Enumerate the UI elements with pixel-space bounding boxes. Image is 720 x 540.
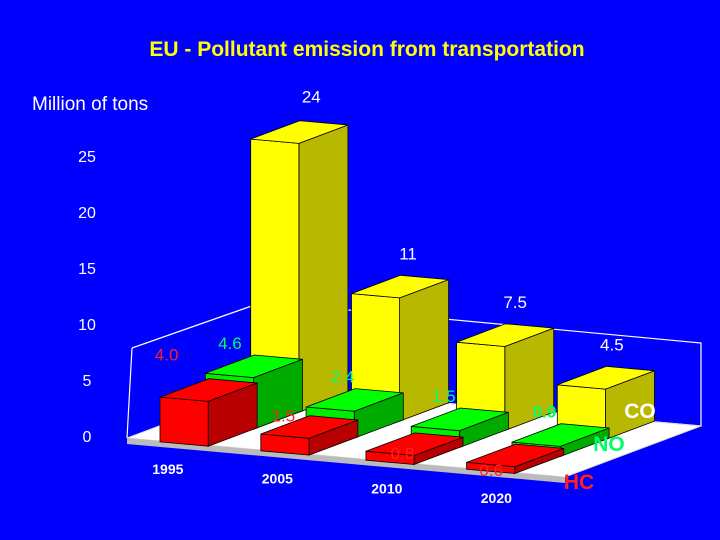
- y-tick-label: 5: [83, 373, 92, 390]
- data-label-hc: 4.0: [155, 346, 179, 365]
- data-label-co: 4.5: [600, 335, 624, 354]
- bar-top-face: [365, 432, 464, 456]
- data-label-hc: 1.5: [272, 407, 296, 426]
- x-tick-label: 2010: [371, 480, 402, 496]
- bar-series-group: [159, 120, 655, 475]
- bar-top-face: [511, 423, 610, 447]
- data-label-co: 11: [399, 244, 417, 263]
- data-label-no: 0.9: [533, 403, 557, 422]
- data-label-no: 2.4: [331, 368, 355, 387]
- data-label-co: 24: [302, 88, 321, 107]
- bar-co-2005: [351, 274, 450, 422]
- data-label-hc: 0.6: [479, 461, 503, 480]
- data-label-co: 7.5: [503, 293, 527, 312]
- data-label-hc: 0.8: [391, 444, 415, 463]
- bar-top-face: [159, 378, 258, 402]
- data-label-no: 1.5: [432, 387, 456, 406]
- y-tick-label: 10: [78, 317, 96, 334]
- bar-front-face: [159, 396, 209, 447]
- bar-top-face: [305, 388, 404, 412]
- y-axis-label: Million of tons: [32, 94, 148, 115]
- bar-hc-2005: [260, 415, 359, 456]
- bar-top-face: [557, 365, 655, 390]
- bar-top-face: [351, 274, 449, 299]
- x-tick-label: 2020: [481, 490, 512, 506]
- left-axis-line: [126, 347, 133, 439]
- y-tick-label: 0: [83, 429, 92, 446]
- label-group: 0 5 10 15 20 25 24 11 7.5 4.5 4.6 2.4 1.5 0.9 4.0 1.5 0.…: [78, 88, 656, 506]
- bar-hc-1995: [159, 378, 258, 447]
- bar-top-face: [456, 323, 554, 347]
- bar-co-1995: [250, 120, 349, 413]
- data-label-no: 4.6: [218, 334, 242, 353]
- legend-no: NO: [593, 433, 625, 456]
- bar-top-face: [260, 415, 359, 439]
- x-tick-label: 1995: [152, 461, 183, 477]
- bar-top-face: [466, 443, 564, 468]
- bar-top-face: [250, 120, 349, 144]
- bar-hc-2020: [466, 443, 565, 475]
- bar-hc-2010: [365, 432, 464, 466]
- floor-front-edge: [127, 438, 565, 483]
- x-tick-label: 2005: [262, 471, 293, 487]
- bar-top-face: [205, 354, 303, 379]
- y-tick-label: 25: [78, 149, 96, 166]
- y-tick-label: 15: [78, 261, 96, 278]
- legend-hc: HC: [564, 471, 594, 494]
- bar-co-2020: [556, 365, 655, 441]
- chart-title: EU - Pollutant emission from transportat…: [149, 38, 584, 61]
- legend-co: CO: [624, 400, 656, 423]
- y-tick-label: 20: [78, 205, 96, 222]
- bar-top-face: [411, 407, 509, 432]
- top-left-edge: [131, 301, 264, 349]
